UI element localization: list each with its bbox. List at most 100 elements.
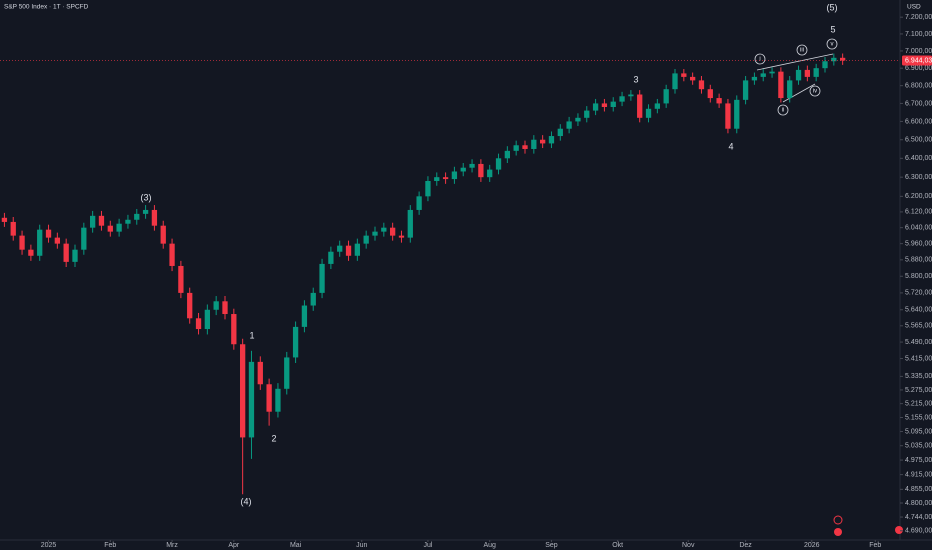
x-tick-label: 2025 <box>41 542 57 549</box>
wave-label: iv <box>813 89 817 95</box>
candle-body <box>204 309 210 330</box>
x-tick-label: Feb <box>104 542 116 549</box>
y-tick-label: 6.600,00 <box>905 118 932 125</box>
candle-body <box>187 292 193 319</box>
event-icon[interactable] <box>895 526 903 534</box>
candle-body <box>425 180 431 197</box>
last-price-label: 6.944,03 <box>905 57 932 64</box>
candle-body <box>637 94 643 118</box>
candle-body <box>751 76 758 81</box>
y-tick-label: 7.200,00 <box>905 14 932 21</box>
candle-body <box>654 103 660 109</box>
y-tick-label: 6.120,00 <box>905 209 932 216</box>
candle-body <box>390 227 396 236</box>
candle-body <box>725 103 731 129</box>
candle-body <box>116 223 122 232</box>
candle-body <box>575 117 581 122</box>
candle-body <box>222 301 228 315</box>
y-tick-label: 5.335,00 <box>905 373 932 380</box>
candle-body <box>381 227 387 232</box>
candle-body <box>804 69 810 77</box>
candle-body <box>522 145 528 149</box>
y-tick-label: 4.744,00 <box>905 514 932 521</box>
candle-body <box>787 80 793 99</box>
candle-body <box>698 80 705 90</box>
candle-body <box>354 243 360 256</box>
candle-body <box>345 245 352 256</box>
candle-body <box>548 136 555 144</box>
currency-label: USD <box>907 4 921 11</box>
x-tick-label: Aug <box>483 542 496 549</box>
event-icon[interactable] <box>833 515 843 525</box>
candle-body <box>248 361 255 438</box>
candle-body <box>54 237 60 244</box>
candle-body <box>434 177 440 181</box>
candle-body <box>742 80 749 100</box>
candle-body <box>72 249 78 262</box>
y-tick-label: 5.275,00 <box>905 387 932 394</box>
candle-body <box>566 121 572 129</box>
candle-body <box>840 57 846 61</box>
y-tick-label: 5.095,00 <box>905 428 932 435</box>
candle-body <box>795 69 802 81</box>
y-tick-label: 5.415,00 <box>905 355 932 362</box>
x-tick-label: Jul <box>423 542 432 549</box>
y-tick-label: 6.200,00 <box>905 193 932 200</box>
y-tick-label: 6.700,00 <box>905 100 932 107</box>
chart-title: S&P 500 Index · 1T · SPCFD <box>4 4 89 11</box>
candle-body <box>416 196 422 210</box>
y-tick-label: 4.855,00 <box>905 486 932 493</box>
y-tick-label: 4.690,00 <box>905 528 932 535</box>
event-icon[interactable] <box>834 528 842 536</box>
candle-body <box>10 221 16 236</box>
candle-body <box>266 384 272 412</box>
y-tick-label: 6.900,00 <box>905 65 932 72</box>
wave-circle <box>777 104 789 116</box>
x-tick-label: Apr <box>228 542 240 549</box>
candle-body <box>240 344 246 438</box>
candle-body <box>398 235 405 238</box>
candle-body <box>690 76 696 81</box>
candle-body <box>98 215 105 226</box>
candle-body <box>822 61 828 69</box>
candle-body <box>178 265 184 293</box>
candle-body <box>469 163 475 168</box>
candle-body <box>495 158 502 170</box>
candle-body <box>734 99 740 129</box>
y-tick-label: 7.000,00 <box>905 48 932 55</box>
candle-body <box>292 326 299 358</box>
x-tick-label: Mai <box>290 542 302 549</box>
wave-label: (4) <box>241 496 252 506</box>
y-tick-label: 5.155,00 <box>905 414 932 421</box>
candle-body <box>301 305 308 327</box>
candle-body <box>169 243 175 266</box>
y-tick-label: 4.800,00 <box>905 500 932 507</box>
wave-circle <box>754 53 766 65</box>
candle-body <box>513 145 519 151</box>
candle-body <box>557 128 563 137</box>
x-tick-label: Dez <box>739 542 752 549</box>
x-tick-label: Sep <box>545 542 558 549</box>
candle-body <box>151 209 158 226</box>
candle-body <box>681 73 687 77</box>
candle-body <box>284 357 290 389</box>
candle-body <box>487 169 493 178</box>
wave-circle <box>809 85 821 97</box>
y-tick-label: 6.040,00 <box>905 225 932 232</box>
y-tick-label: 5.490,00 <box>905 339 932 346</box>
candle-body <box>619 96 625 102</box>
candle-body <box>319 263 325 293</box>
y-tick-label: 5.720,00 <box>905 290 932 297</box>
candle-body <box>310 292 316 306</box>
candle-body <box>442 177 449 180</box>
y-tick-label: 5.035,00 <box>905 443 932 450</box>
y-tick-label: 6.400,00 <box>905 155 932 162</box>
wave-label: v <box>831 42 834 48</box>
candle-body <box>531 139 537 149</box>
x-tick-label: Okt <box>612 542 623 549</box>
y-tick-label: 5.960,00 <box>905 240 932 247</box>
y-tick-label: 6.300,00 <box>905 174 932 181</box>
wave-circle <box>796 44 808 56</box>
